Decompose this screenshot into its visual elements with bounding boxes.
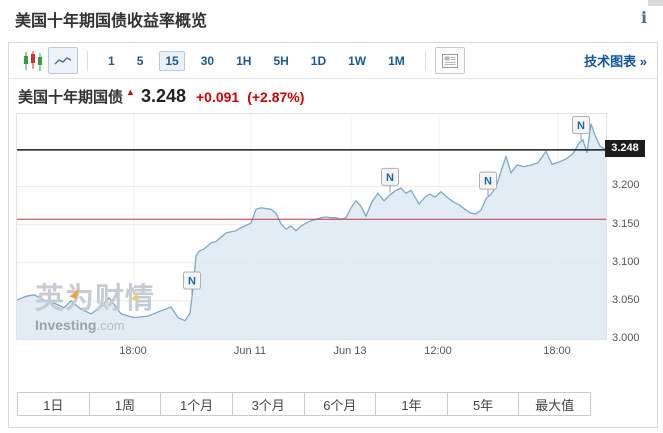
- y-axis-label: 3.200: [612, 179, 640, 192]
- interval-button-30[interactable]: 30: [200, 53, 215, 68]
- last-price: 3.248: [140, 86, 186, 106]
- news-marker[interactable]: N: [183, 271, 201, 297]
- interval-button-15[interactable]: 15: [159, 50, 185, 71]
- x-axis-label: Jun 13: [333, 345, 367, 357]
- line-chart-button[interactable]: [48, 47, 78, 74]
- page-title: 美国十年期国债收益率概览: [15, 13, 208, 30]
- x-axis-label: Jun 11: [233, 345, 267, 357]
- price-change-percent: (+2.87%): [247, 89, 305, 105]
- price-change: +0.091: [195, 89, 240, 105]
- news-marker-letter: N: [188, 276, 196, 288]
- interval-button-1[interactable]: 1: [108, 53, 115, 68]
- y-axis-label: 3.050: [612, 293, 640, 306]
- news-marker-letter: N: [386, 172, 394, 184]
- range-button-2[interactable]: 1个月: [161, 393, 233, 415]
- interval-button-1m[interactable]: 1M: [388, 53, 405, 68]
- instrument-name: 美国十年期国债: [18, 89, 124, 106]
- chart-panel: 1 5 15 30 1H 5H 1D 1W 1M 技术图表 » 美国十年期国债 ▲: [8, 42, 658, 428]
- info-icon[interactable]: i: [641, 8, 648, 27]
- news-panel-button[interactable]: [434, 47, 465, 74]
- corner-artifact: [648, 0, 663, 6]
- range-button-3[interactable]: 3个月: [233, 393, 305, 415]
- news-marker-letter: N: [577, 120, 585, 132]
- news-marker-letter: N: [484, 176, 492, 188]
- chart-toolbar: 1 5 15 30 1H 5H 1D 1W 1M 技术图表 »: [9, 43, 657, 79]
- y-axis-label: 3.100: [612, 255, 640, 268]
- interval-button-1h[interactable]: 1H: [236, 53, 252, 68]
- interval-selector: 1 5 15 30 1H 5H 1D 1W 1M: [97, 50, 416, 71]
- range-button-5[interactable]: 1年: [376, 393, 448, 415]
- time-range-selector: 1日 1周 1个月 3个月 6个月 1年 5年 最大值: [17, 392, 591, 416]
- range-button-0[interactable]: 1日: [18, 393, 90, 415]
- news-icon: [441, 53, 458, 68]
- y-axis-label: 3.150: [612, 217, 640, 230]
- range-button-1[interactable]: 1周: [90, 393, 162, 415]
- x-axis-label: 18:00: [543, 345, 571, 357]
- toolbar-separator: [424, 50, 426, 71]
- area-fill: [17, 123, 606, 340]
- interval-button-1d[interactable]: 1D: [310, 53, 327, 68]
- price-chart-svg: N N N N: [16, 114, 607, 340]
- candlestick-icon: [24, 50, 42, 71]
- x-axis-label: 18:00: [119, 345, 147, 357]
- interval-button-5[interactable]: 5: [136, 53, 144, 68]
- candlestick-chart-button[interactable]: [18, 47, 48, 74]
- line-chart-icon: [54, 56, 72, 65]
- quote-header: 美国十年期国债 ▲ 3.248 +0.091 (+2.87%): [9, 79, 657, 107]
- news-marker[interactable]: N: [572, 115, 590, 141]
- double-chevron-right-icon: »: [639, 54, 647, 69]
- range-button-4[interactable]: 6个月: [305, 393, 377, 415]
- y-axis-label: 3.000: [612, 332, 640, 344]
- up-arrow-icon: ▲: [126, 87, 135, 97]
- technical-charts-link[interactable]: 技术图表 »: [584, 54, 647, 69]
- range-button-6[interactable]: 5年: [448, 393, 520, 415]
- current-price-badge: 3.248: [605, 140, 645, 158]
- news-marker[interactable]: N: [479, 171, 497, 197]
- price-line: [16, 123, 607, 322]
- interval-button-1w[interactable]: 1W: [348, 53, 367, 68]
- toolbar-separator: [87, 50, 88, 71]
- x-axis-label: 12:00: [424, 345, 452, 357]
- interval-button-5h[interactable]: 5H: [273, 53, 289, 68]
- price-chart[interactable]: N N N N: [16, 113, 607, 340]
- range-button-7[interactable]: 最大值: [535, 397, 575, 413]
- news-marker[interactable]: N: [381, 167, 399, 193]
